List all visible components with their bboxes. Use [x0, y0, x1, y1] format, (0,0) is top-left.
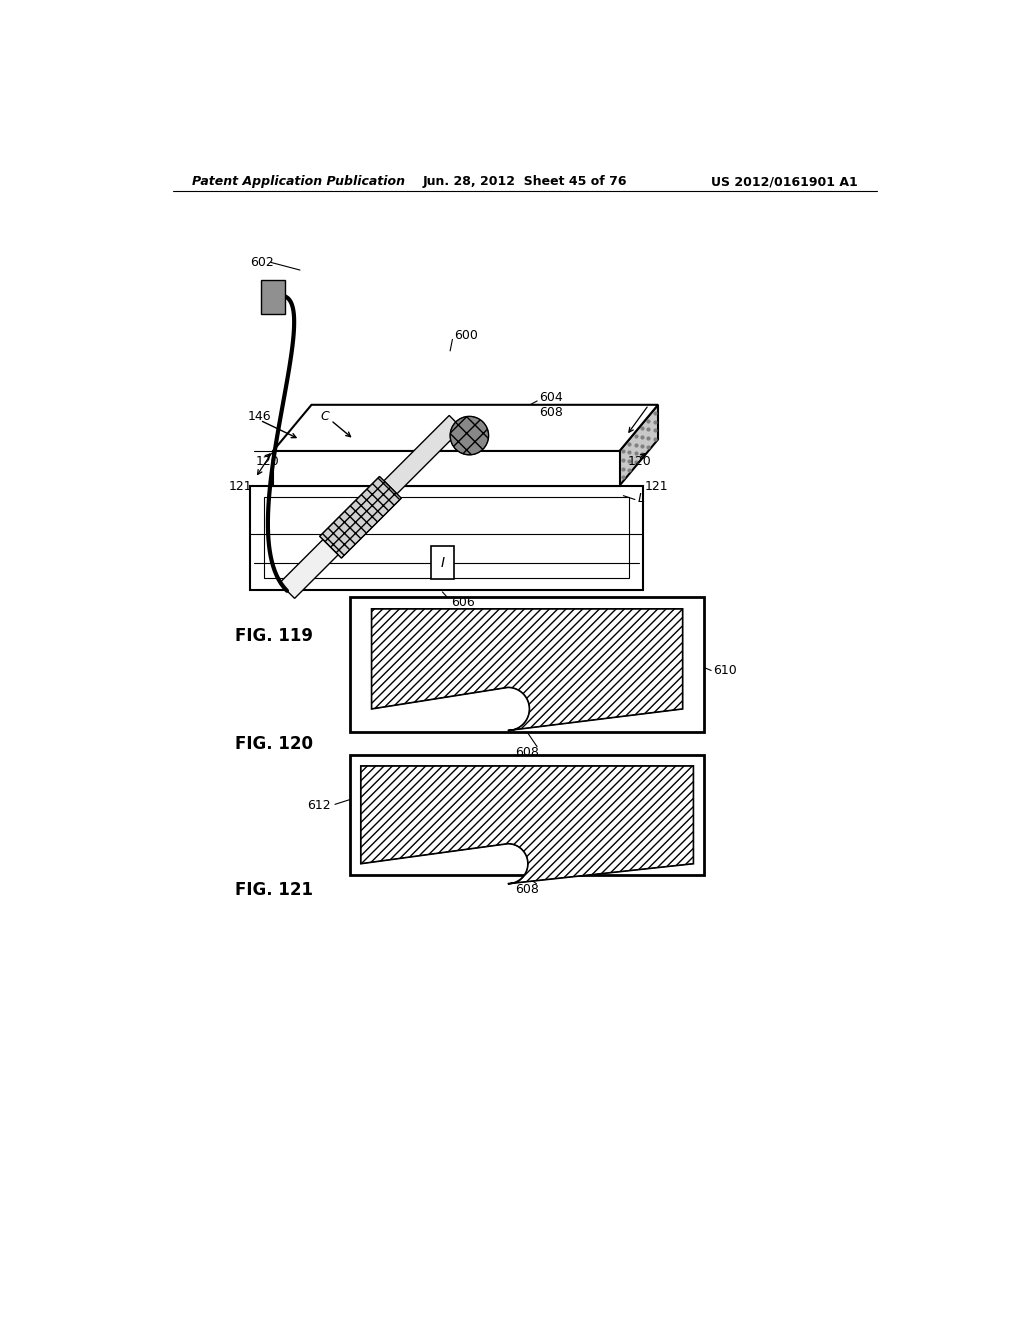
- Bar: [431, 546, 454, 579]
- Text: 121: 121: [229, 480, 253, 492]
- Text: I: I: [440, 556, 444, 570]
- Text: 608: 608: [515, 746, 540, 759]
- Polygon shape: [273, 451, 620, 486]
- Text: Patent Application Publication: Patent Application Publication: [193, 176, 406, 187]
- Bar: [250, 486, 643, 590]
- Text: US 2012/0161901 A1: US 2012/0161901 A1: [711, 176, 857, 187]
- Polygon shape: [273, 405, 658, 451]
- Text: 608: 608: [515, 883, 540, 896]
- Bar: [350, 755, 705, 875]
- Polygon shape: [620, 405, 658, 486]
- Text: 146: 146: [248, 409, 271, 422]
- Polygon shape: [319, 477, 401, 558]
- Text: FIG. 120: FIG. 120: [234, 735, 312, 752]
- Text: 602: 602: [250, 256, 273, 269]
- Text: 121: 121: [645, 480, 669, 492]
- Text: 120: 120: [255, 455, 280, 469]
- Polygon shape: [372, 609, 683, 730]
- Text: 612: 612: [307, 799, 331, 812]
- Polygon shape: [280, 540, 338, 598]
- Circle shape: [451, 416, 488, 455]
- Text: Jun. 28, 2012  Sheet 45 of 76: Jun. 28, 2012 Sheet 45 of 76: [423, 176, 627, 187]
- Text: 604: 604: [539, 391, 562, 404]
- Text: 606: 606: [451, 597, 475, 610]
- Text: 608: 608: [539, 407, 562, 418]
- Bar: [261, 280, 285, 314]
- Text: 610: 610: [713, 664, 736, 677]
- Bar: [264, 498, 629, 578]
- Text: L: L: [637, 492, 644, 506]
- Polygon shape: [384, 416, 462, 494]
- Text: FIG. 121: FIG. 121: [234, 880, 312, 899]
- Text: C: C: [321, 409, 330, 422]
- Text: FIG. 119: FIG. 119: [234, 627, 312, 644]
- Text: 120: 120: [628, 455, 651, 469]
- Polygon shape: [360, 766, 693, 884]
- Bar: [350, 597, 705, 733]
- Text: 600: 600: [454, 329, 478, 342]
